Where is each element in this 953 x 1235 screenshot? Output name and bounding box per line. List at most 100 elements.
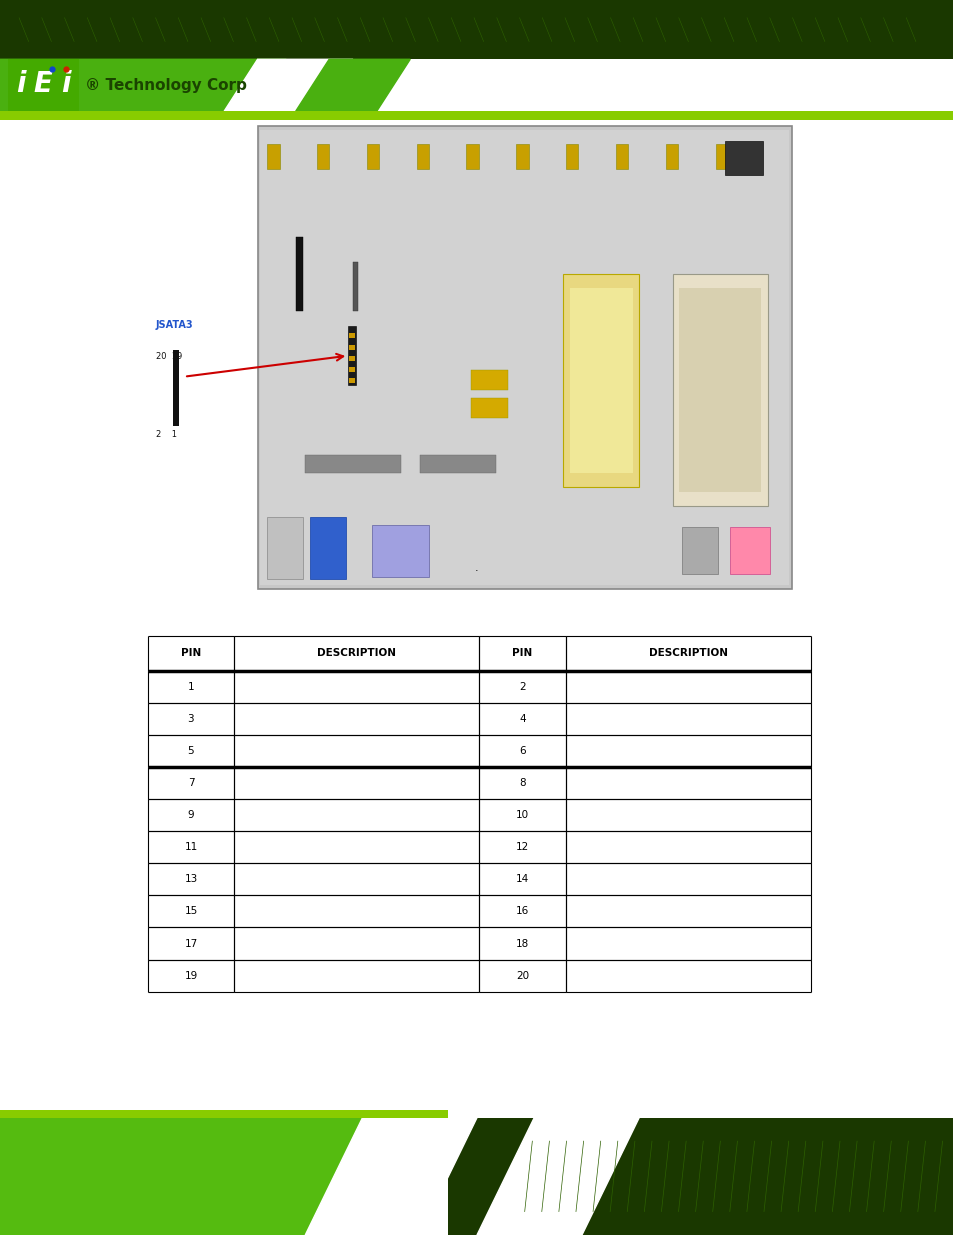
Text: 16: 16 [516,906,529,916]
Text: 20: 20 [516,971,529,981]
Bar [148,671,233,703]
Bar [267,517,303,579]
Bar [672,274,767,506]
Polygon shape [476,1118,639,1235]
Bar [478,636,565,671]
Bar [148,799,233,831]
Bar [257,126,791,589]
Bar [565,671,810,703]
Bar [233,799,478,831]
Bar [565,831,810,863]
Bar [233,960,478,992]
Bar [565,960,810,992]
Polygon shape [0,59,286,111]
Bar [260,130,788,585]
Text: 15: 15 [184,906,197,916]
Polygon shape [295,59,410,111]
Bar [478,960,565,992]
Bar [715,144,727,169]
Bar [381,59,953,111]
Bar [419,454,496,473]
Bar [148,927,233,960]
Bar [478,863,565,895]
Bar [349,367,355,372]
Bar [565,895,810,927]
Bar [0,111,953,120]
Bar [562,274,639,487]
Bar [478,831,565,863]
Text: .: . [475,563,478,573]
Bar [233,767,478,799]
Bar [8,59,79,111]
Text: 13: 13 [184,874,197,884]
Bar [148,767,233,799]
Text: JSATA3: JSATA3 [155,320,193,330]
Text: 18: 18 [516,939,529,948]
Polygon shape [0,1118,400,1235]
Bar [729,527,769,574]
Bar [148,735,233,767]
Text: 4: 4 [518,714,525,724]
Bar [267,144,279,169]
Bar [233,895,478,927]
Bar [148,895,233,927]
Bar [478,895,565,927]
Text: PIN: PIN [512,648,532,658]
Bar [349,356,355,361]
Bar [148,960,233,992]
Text: i: i [62,70,71,98]
Bar [305,454,400,473]
Bar [310,517,346,579]
Bar [0,0,953,59]
Bar [569,288,632,473]
Bar [478,703,565,735]
Text: DESCRIPTION: DESCRIPTION [648,648,727,658]
Bar [679,288,760,492]
Text: 9: 9 [188,810,194,820]
Text: ® Technology Corp: ® Technology Corp [85,78,247,93]
Text: 20  19: 20 19 [155,352,182,361]
Bar [565,144,578,169]
Polygon shape [224,59,353,111]
Text: E: E [34,70,52,98]
Bar [665,144,678,169]
Bar [0,1110,448,1118]
Text: 19: 19 [184,971,197,981]
Bar [349,378,355,383]
Text: 7: 7 [188,778,194,788]
Text: 8: 8 [518,778,525,788]
Bar [616,144,628,169]
Bar [233,703,478,735]
Text: 14: 14 [516,874,529,884]
Bar [348,326,355,385]
Bar [233,831,478,863]
Text: PIN: PIN [181,648,201,658]
Text: 5: 5 [188,746,194,756]
Text: 2    1: 2 1 [155,430,176,438]
Text: 6: 6 [518,746,525,756]
Bar [233,636,478,671]
Bar [233,863,478,895]
Bar [471,398,507,417]
Bar [148,863,233,895]
Bar [565,863,810,895]
Bar [565,767,810,799]
Bar [349,333,355,338]
Text: 17: 17 [184,939,197,948]
Bar [295,237,303,311]
Bar [516,144,528,169]
Bar [372,525,429,577]
Bar [724,141,762,175]
Polygon shape [305,1118,476,1235]
Text: 3: 3 [188,714,194,724]
Bar [565,927,810,960]
Bar [233,671,478,703]
Bar [148,636,233,671]
Bar [448,1118,953,1235]
Bar [148,703,233,735]
Text: 11: 11 [184,842,197,852]
Bar [478,799,565,831]
Bar [353,262,357,311]
Text: 12: 12 [516,842,529,852]
Text: 10: 10 [516,810,529,820]
